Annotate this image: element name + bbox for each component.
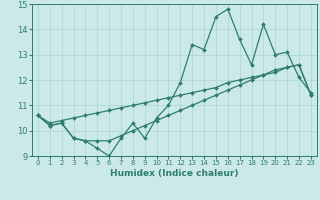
X-axis label: Humidex (Indice chaleur): Humidex (Indice chaleur) bbox=[110, 169, 239, 178]
